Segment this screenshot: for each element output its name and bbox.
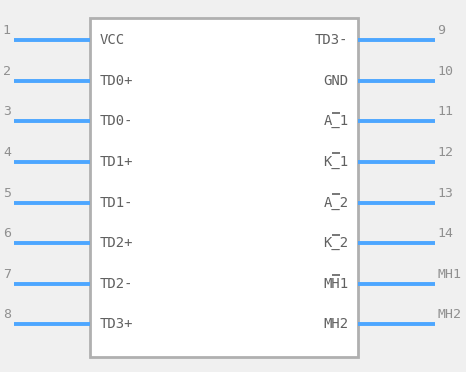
Bar	[90, 18, 358, 356]
Text: MH1: MH1	[438, 268, 462, 281]
Text: A_1: A_1	[323, 115, 349, 128]
Text: 14: 14	[438, 227, 453, 240]
Text: GND: GND	[323, 74, 349, 88]
Text: TD1-: TD1-	[100, 196, 134, 209]
Text: 5: 5	[3, 187, 11, 200]
Text: 4: 4	[3, 146, 11, 159]
Text: TD3-: TD3-	[315, 33, 349, 47]
Text: TD2+: TD2+	[100, 236, 134, 250]
Text: VCC: VCC	[100, 33, 125, 47]
Text: TD2-: TD2-	[100, 277, 134, 291]
Text: MH2: MH2	[323, 317, 349, 331]
Text: K_2: K_2	[323, 236, 349, 250]
Text: 3: 3	[3, 105, 11, 118]
Text: TD1+: TD1+	[100, 155, 134, 169]
Text: 11: 11	[438, 105, 453, 118]
Text: 2: 2	[3, 65, 11, 78]
Text: 6: 6	[3, 227, 11, 240]
Text: MH2: MH2	[438, 308, 462, 321]
Text: TD0+: TD0+	[100, 74, 134, 88]
Text: TD0-: TD0-	[100, 115, 134, 128]
Text: TD3+: TD3+	[100, 317, 134, 331]
Text: K_1: K_1	[323, 155, 349, 169]
Text: MH1: MH1	[323, 277, 349, 291]
Text: 7: 7	[3, 268, 11, 281]
Text: 10: 10	[438, 65, 453, 78]
Text: 1: 1	[3, 24, 11, 37]
Text: 9: 9	[438, 24, 445, 37]
Text: 8: 8	[3, 308, 11, 321]
Text: A_2: A_2	[323, 196, 349, 209]
Text: 13: 13	[438, 187, 453, 200]
Text: 12: 12	[438, 146, 453, 159]
